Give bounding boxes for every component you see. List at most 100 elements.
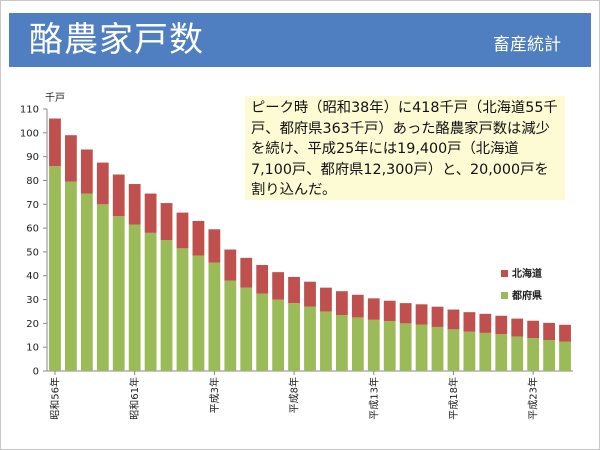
x-tick-label: 平成18年 [447,377,460,420]
bar-segment [447,329,460,371]
bar-segment [144,193,157,233]
bar-segment [320,287,332,312]
bar-segment [176,212,189,249]
legend-swatch [501,292,508,299]
bars-group [49,118,571,371]
bar-segment [447,309,460,330]
bar-segment [463,331,476,371]
slide-subtitle: 畜産統計 [493,35,561,55]
bar-segment [304,281,316,307]
x-tick-label: 昭和61年 [128,377,141,420]
bar-segment [527,320,540,339]
bar-segment [288,276,300,304]
bar-segment [367,319,380,371]
bar-segment [128,224,141,371]
bar-segment [208,229,221,263]
bar-segment [96,204,109,371]
bar-segment [256,265,269,294]
bar-segment [479,313,492,333]
bar-segment [192,255,205,371]
bar-segment [415,304,428,325]
bar-segment [383,300,396,321]
bar-segment [128,184,141,225]
slide-title: 酪農家戸数 [29,20,204,60]
bar-segment [399,303,412,324]
bar-segment [208,262,221,371]
bar-segment [160,203,173,240]
y-tick-label: 50 [26,247,39,258]
y-tick-label: 100 [20,128,39,139]
bar-segment [383,320,396,371]
bar-segment [112,216,125,371]
bar-segment [511,318,524,337]
bar-segment [335,291,348,316]
y-tick-label: 20 [26,319,39,330]
bar-segment [272,299,285,371]
bar-segment [431,306,444,327]
bar-segment [527,338,540,371]
y-tick-label: 40 [26,271,39,282]
bar-segment [351,294,364,318]
x-tick-label: 平成3年 [208,377,221,413]
bar-segment [240,287,253,371]
bar-segment [288,303,300,371]
y-tick-label: 70 [26,200,39,211]
bar-segment [431,326,444,371]
bar-segment [559,341,571,371]
bar-segment [65,181,77,371]
bar-segment [192,220,205,256]
y-tick-label: 30 [26,295,39,306]
y-tick-label: 90 [26,152,39,163]
bar-segment [543,340,555,371]
bar-segment [80,193,93,371]
bar-segment [463,312,476,332]
y-tick-label: 10 [26,343,39,354]
bar-segment [160,240,173,371]
y-tick-label: 60 [26,224,39,235]
bar-segment [144,232,157,371]
annotation-callout: ピーク時（昭和38年）に418千戸（北海道55千戸、都府県363千戸）あった酪農… [245,96,565,200]
bar-segment [176,248,189,371]
bar-segment [240,257,253,288]
bar-segment [320,311,332,371]
legend-label: 北海道 [512,267,542,280]
bar-segment [511,336,524,371]
bar-segment [415,324,428,371]
x-tick-label: 平成13年 [367,377,380,420]
bar-segment [256,293,269,371]
bar-segment [559,324,571,342]
x-axis-ticks: 昭和56年 昭和61年 平成3年 平成8年 平成13年 平成18年 平成23年 [48,371,540,420]
legend-swatch [501,270,508,277]
y-tick-label: 0 [33,367,39,378]
bar-segment [96,162,109,205]
bar-segment [399,323,412,371]
bar-segment [367,298,380,320]
title-bar: 酪農家戸数 畜産統計 [9,13,591,67]
y-tick-label: 80 [26,176,39,187]
bar-segment [495,315,508,335]
y-axis-ticks: 0 10 20 30 40 50 60 70 80 90 100 110 [20,105,47,378]
bar-segment [479,332,492,371]
x-tick-label: 平成23年 [527,377,540,420]
bar-segment [49,166,61,371]
bar-segment [543,322,555,341]
bar-segment [65,135,77,182]
y-tick-label: 110 [20,105,39,116]
bar-segment [304,306,316,371]
legend-label: 都府県 [511,289,542,302]
y-axis-unit-label: 千戸 [45,92,65,104]
x-tick-label: 昭和56年 [48,377,61,420]
bar-segment [224,249,237,281]
bar-segment [112,174,125,217]
bar-segment [272,272,285,300]
bar-segment [335,315,348,371]
bar-segment [224,280,237,371]
bar-segment [80,149,93,194]
x-tick-label: 平成8年 [288,377,301,413]
bar-segment [49,118,61,167]
bar-segment [351,317,364,371]
bar-segment [495,334,508,371]
